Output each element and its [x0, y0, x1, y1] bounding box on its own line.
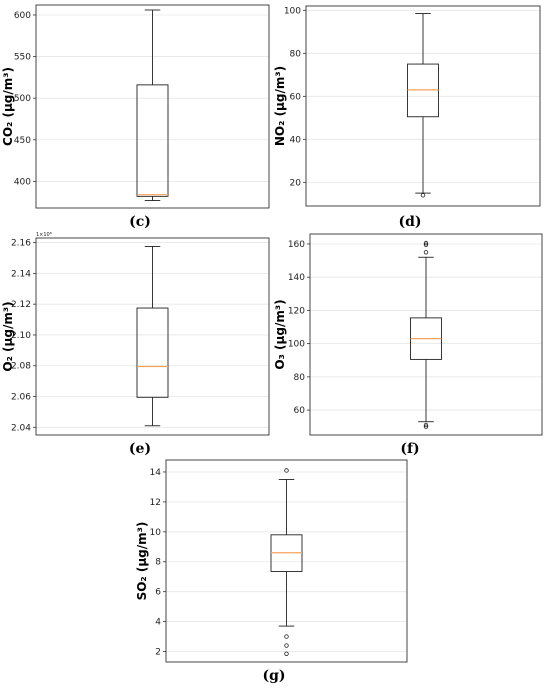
plot-frame — [309, 233, 543, 436]
y-tick-label: 2 — [155, 648, 161, 658]
caption-d: (d) — [398, 214, 422, 230]
plot-frame — [35, 4, 270, 209]
y-tick-label: 20 — [290, 178, 302, 188]
y-tick-label: 2.14 — [11, 269, 31, 279]
caption-g: (g) — [262, 668, 286, 684]
box-iqr — [136, 307, 169, 398]
axis-multiplier: 1×10⁸ — [36, 232, 52, 238]
y-tick-label: 400 — [14, 177, 31, 187]
y-tick-label: 8 — [155, 558, 161, 568]
outlier-point — [284, 468, 289, 473]
outlier-point — [423, 242, 429, 247]
y-tick-label: 14 — [150, 468, 162, 478]
chart-panel-e: 2.04 2.06 2.08 2.10 2.12 2.14 2.16 1×10⁸ O₂ (μg/… — [1, 232, 270, 436]
chart-panel-f: 60 80 100 120 140 160 O₃ (μg/m³) — [273, 233, 543, 436]
caption-c: (c) — [129, 214, 151, 230]
y-tick-label: 6 — [155, 588, 161, 598]
y-tick-label: 120 — [288, 306, 305, 316]
y-tick-label: 80 — [294, 373, 306, 383]
outlier-point — [423, 250, 429, 255]
plot-frame — [305, 5, 541, 207]
y-tick-label: 12 — [150, 498, 161, 508]
chart-panel-g: 2 4 6 8 10 12 14 SO₂ (μg/m³) — [135, 459, 408, 663]
plot-frame — [165, 459, 408, 663]
y-tick-label: 2.12 — [11, 300, 31, 310]
y-tick-label: 160 — [288, 240, 305, 250]
y-axis-label: O₂ (μg/m³) — [1, 301, 15, 371]
y-axis-label: NO₂ (μg/m³) — [273, 66, 287, 146]
y-tick-label: 4 — [155, 618, 161, 628]
outlier-point — [284, 634, 289, 639]
outlier-point — [423, 424, 429, 429]
box-iqr — [136, 84, 169, 197]
y-tick-label: 2.06 — [11, 393, 31, 403]
y-tick-label: 60 — [290, 92, 302, 102]
outlier-point — [284, 643, 289, 648]
chart-panel-d: 20 40 60 80 100 NO₂ (μg/m³) — [273, 5, 541, 207]
outlier-point — [423, 422, 429, 428]
y-tick-label: 100 — [284, 6, 301, 16]
y-tick-label: 2.10 — [11, 331, 31, 341]
y-tick-label: 10 — [150, 528, 162, 538]
y-tick-label: 450 — [14, 136, 31, 146]
y-tick-label: 600 — [14, 11, 31, 21]
y-tick-label: 40 — [290, 135, 302, 145]
y-tick-label: 60 — [294, 406, 306, 416]
y-axis-label: O₃ (μg/m³) — [273, 299, 287, 369]
y-axis-label: CO₂ (μg/m³) — [1, 67, 15, 146]
y-tick-label: 2.16 — [11, 239, 31, 249]
caption-f: (f) — [400, 441, 420, 457]
y-tick-label: 80 — [290, 49, 302, 59]
y-tick-label: 550 — [14, 53, 31, 63]
y-tick-label: 100 — [288, 340, 305, 350]
y-tick-label: 500 — [14, 94, 31, 104]
y-axis-label: SO₂ (μg/m³) — [135, 522, 149, 601]
y-tick-label: 2.04 — [11, 423, 31, 433]
caption-e: (e) — [128, 441, 152, 457]
plot-frame — [35, 237, 270, 436]
y-tick-label: 2.08 — [11, 362, 31, 372]
outlier-point — [423, 240, 429, 246]
chart-panel-c: 400 450 500 550 600 CO₂ (μg/m³) — [1, 4, 270, 209]
outlier-point — [420, 193, 426, 198]
outlier-point — [284, 651, 289, 656]
y-tick-label: 140 — [288, 273, 305, 283]
